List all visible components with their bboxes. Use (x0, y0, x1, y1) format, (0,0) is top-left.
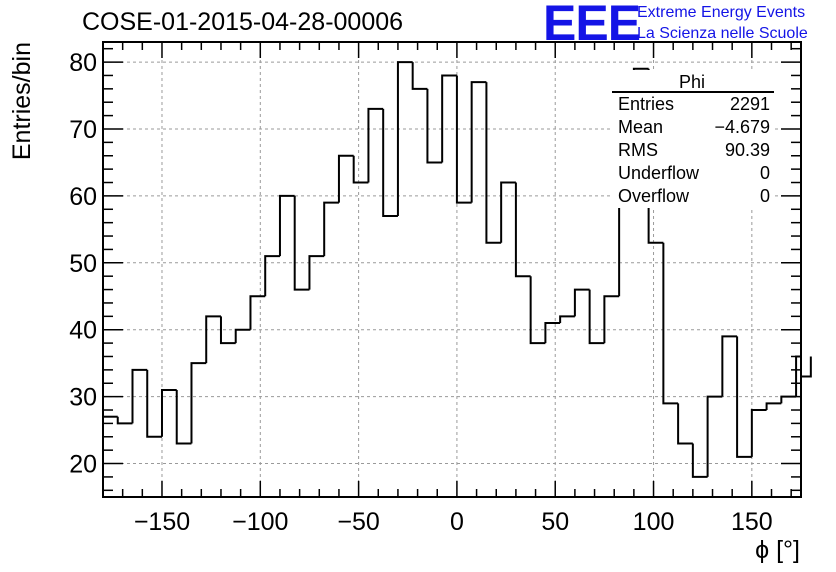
stats-value: −4.679 (714, 117, 770, 137)
histogram-bin (706, 395, 723, 477)
histogram-bin (116, 416, 133, 425)
histogram-bin (278, 194, 295, 257)
y-tick-label: 50 (69, 250, 97, 278)
x-tick-label: 150 (731, 508, 773, 536)
stats-value: 90.39 (724, 140, 770, 160)
histogram-bin (426, 88, 443, 164)
x-tick-label: −50 (337, 508, 379, 536)
histogram-bin (293, 195, 310, 291)
histogram-bars (103, 61, 812, 478)
histogram-bin (205, 315, 221, 364)
histogram-bin (323, 201, 339, 257)
x-axis-label: ϕ [°] (755, 536, 800, 564)
histogram-bin (485, 82, 502, 244)
histogram-bin (455, 75, 472, 204)
histogram-bin (662, 242, 679, 405)
histogram-bin (175, 389, 192, 445)
x-tick-label: 50 (541, 508, 569, 536)
stats-title: Phi (678, 72, 705, 92)
histogram-bin (801, 356, 812, 378)
y-tick-label: 60 (69, 183, 97, 211)
y-tick-label: 40 (69, 317, 97, 345)
y-tick-label: 30 (69, 384, 97, 412)
stats-row-rms: RMS 90.39 (618, 140, 770, 163)
histogram-bin (573, 288, 590, 317)
histogram-bin (352, 155, 369, 184)
histogram-bin (544, 322, 561, 344)
histogram-bin (677, 403, 693, 445)
chart-title: COSE-01-2015-04-28-00006 (82, 8, 404, 36)
logo-line-1: Extreme Energy Events (637, 4, 806, 21)
y-tick-labels: 20 30 40 50 60 70 80 (69, 49, 97, 478)
histogram-bin (131, 368, 148, 424)
histogram-bin (721, 335, 738, 397)
x-tick-label: −100 (232, 508, 288, 536)
stats-label: Underflow (618, 163, 700, 183)
stats-label: RMS (618, 140, 658, 160)
stats-row-underflow: Underflow 0 (618, 163, 770, 186)
histogram-bin (382, 108, 398, 217)
eee-logo: EEE (543, 0, 641, 51)
stats-value: 2291 (729, 94, 770, 114)
histogram-bin (190, 362, 207, 444)
stats-value: 0 (759, 163, 770, 183)
histogram-bin (514, 182, 531, 278)
y-tick-label: 70 (69, 116, 97, 144)
histogram-bin (559, 315, 575, 324)
histogram-bin (146, 369, 162, 438)
histogram-bin (588, 289, 605, 345)
stats-divider (612, 91, 774, 93)
histogram-bin (160, 388, 177, 437)
stats-row-mean: Mean −4.679 (618, 117, 770, 140)
stats-label: Mean (618, 117, 664, 137)
plot-frame (102, 41, 802, 498)
x-tick-label: −150 (134, 508, 190, 536)
histogram-bin (396, 61, 413, 216)
histogram-bin (441, 74, 457, 163)
stats-value: 0 (759, 186, 770, 206)
axes (102, 41, 802, 498)
x-tick-labels: −150 −100 −50 0 50 100 150 (134, 508, 773, 536)
stats-label: Overflow (618, 186, 690, 206)
y-tick-label: 80 (69, 49, 97, 77)
stats-label: Entries (618, 94, 675, 114)
histogram-bin (691, 443, 708, 478)
histogram-bin (603, 295, 620, 344)
y-axis-label: Entries/bin (8, 42, 36, 160)
y-tick-label: 20 (69, 451, 97, 479)
histogram-bin (500, 181, 516, 243)
histogram-bin (264, 255, 280, 297)
x-tick-label: 100 (633, 508, 675, 536)
histogram-bin (750, 409, 767, 457)
histogram-bin (308, 255, 325, 290)
histogram-bin (249, 295, 266, 330)
stats-row-overflow: Overflow 0 (618, 186, 770, 209)
histogram-bin (765, 402, 782, 411)
histogram-bin (219, 316, 236, 345)
stats-box: Phi Entries 2291 Mean −4.679 RMS 90.39 U… (612, 70, 774, 209)
histogram-bin (411, 62, 428, 90)
histogram-bin (234, 328, 251, 344)
histogram-bin (780, 395, 797, 404)
histogram-bin (337, 154, 354, 203)
histogram-bin (367, 107, 384, 183)
stats-row-entries: Entries 2291 (618, 94, 770, 117)
histogram-bin (529, 276, 546, 345)
logo-line-2: La Scienza nelle Scuole (637, 25, 808, 42)
histogram-bin (470, 81, 487, 203)
x-tick-label: 0 (450, 508, 464, 536)
histogram-bin (736, 336, 752, 458)
